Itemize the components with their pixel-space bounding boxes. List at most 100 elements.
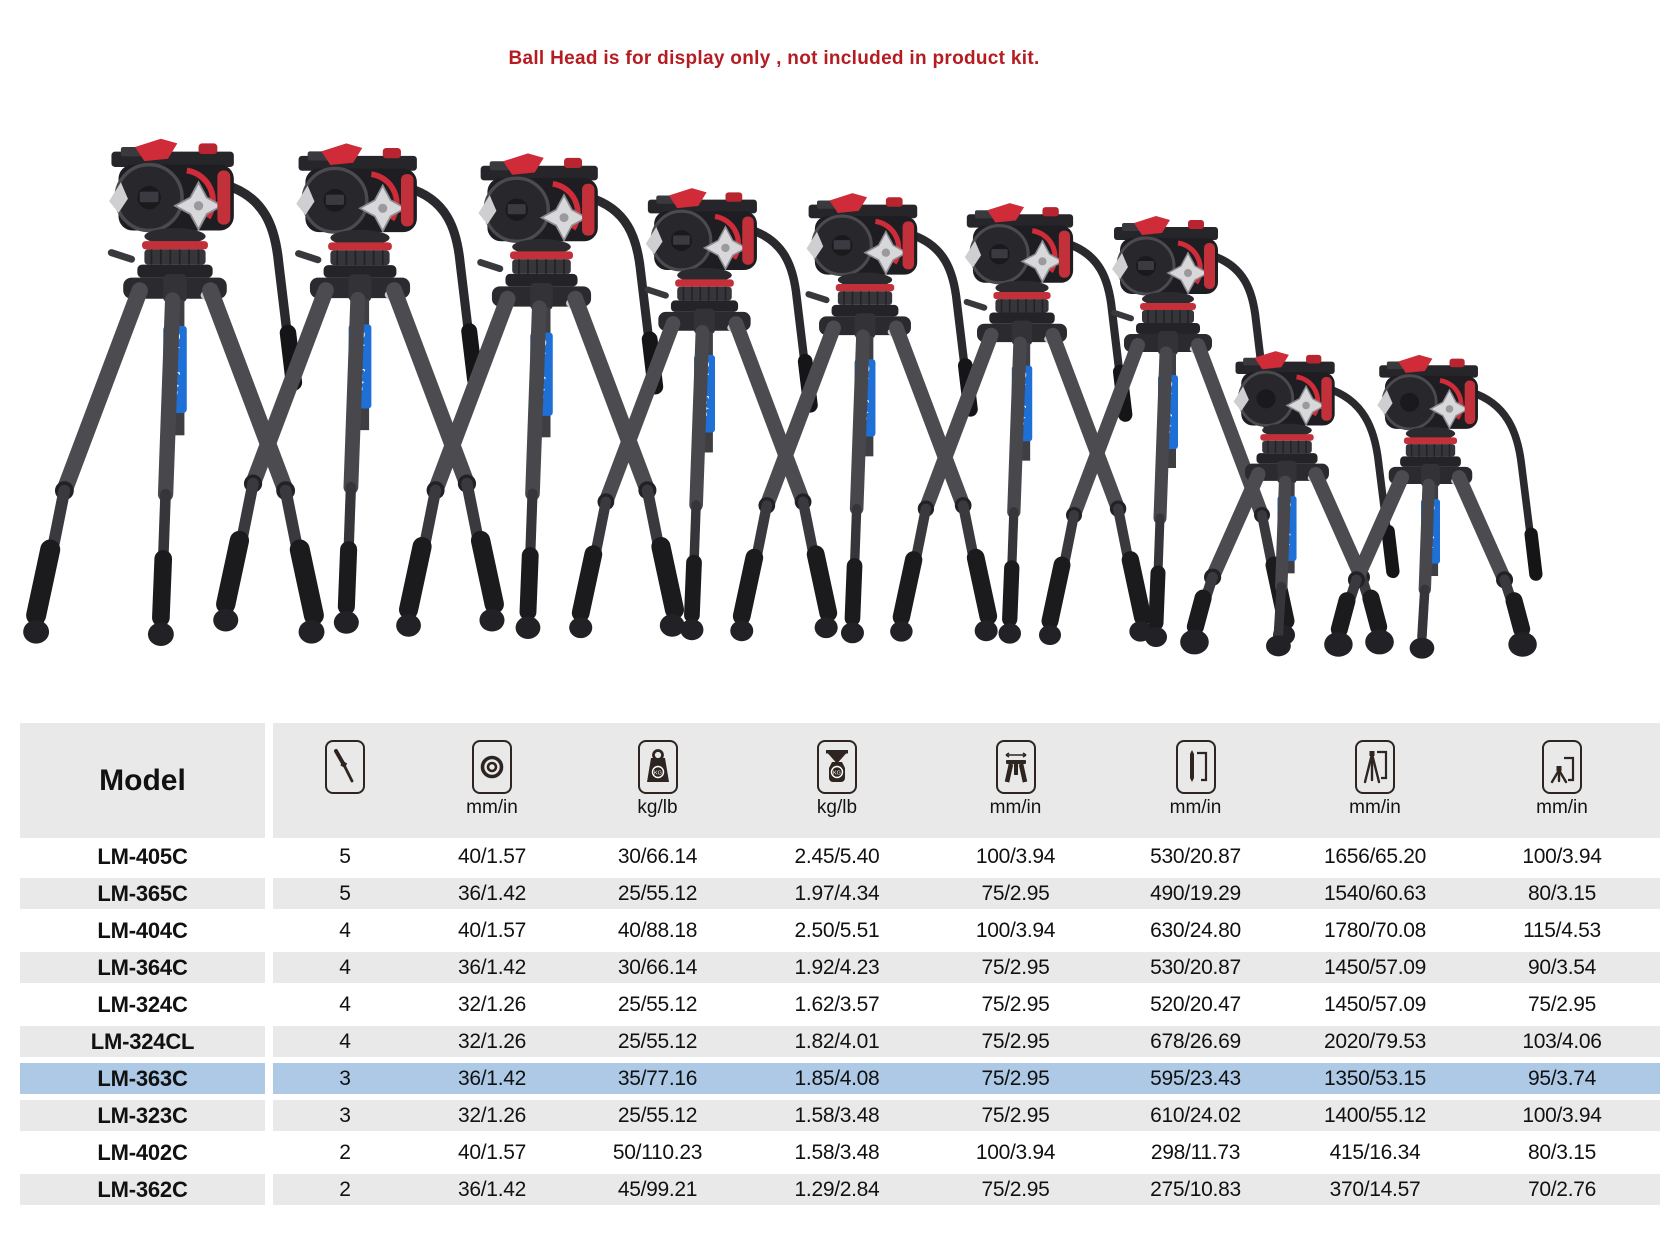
col-max-load: KG kg/lb: [567, 723, 748, 838]
cell-weight: 1.82/4.01: [794, 1030, 880, 1053]
cell-max-height: 370/14.57: [1329, 1178, 1421, 1201]
cell-max-height: 1450/57.09: [1323, 956, 1427, 979]
cell-max-height: 1400/55.12: [1323, 1104, 1427, 1127]
cell-min-height: 90/3.54: [1528, 956, 1596, 979]
cell-max-height: 1450/57.09: [1323, 993, 1427, 1016]
model-cell: LM-364C: [20, 952, 265, 983]
cell-min-height: 80/3.15: [1528, 882, 1596, 905]
cell-max-tube-diameter: 36/1.42: [458, 956, 526, 979]
cell-max-tube-diameter: 32/1.26: [458, 993, 526, 1016]
cell-folded-length: 490/19.29: [1150, 882, 1241, 905]
cell-leg-sections: 5: [339, 845, 351, 868]
leg-sections-icon: [325, 740, 365, 794]
col-max-tube-diameter: mm/in: [417, 723, 567, 838]
cell-leg-sections: 5: [339, 882, 351, 905]
max-height-icon: [1355, 740, 1395, 794]
cell-folded-length: 595/23.43: [1150, 1067, 1241, 1090]
cell-platform-diameter: 75/2.95: [981, 1030, 1050, 1053]
model-header-cell: Model: [20, 723, 265, 838]
cell-max-load: 25/55.12: [617, 1104, 698, 1127]
cell-folded-length: 275/10.83: [1150, 1178, 1241, 1201]
cell-min-height: 115/4.53: [1523, 919, 1601, 942]
table-row: LM-405C 5 40/1.57 30/66.14 2.45/5.40 100…: [20, 841, 1660, 872]
cell-max-tube-diameter: 40/1.57: [458, 1141, 526, 1164]
cell-max-load: 25/55.12: [617, 993, 698, 1016]
model-cell: LM-362C: [20, 1174, 265, 1205]
cell-weight: 1.97/4.34: [794, 882, 880, 905]
cell-folded-length: 610/24.02: [1150, 1104, 1241, 1127]
weight-icon: KG: [817, 740, 857, 794]
cell-leg-sections: 2: [339, 1141, 351, 1164]
cell-max-load: 35/77.16: [617, 1067, 698, 1090]
col-platform-diameter: mm/in: [926, 723, 1105, 838]
table-row: LM-324C 4 32/1.26 25/55.12 1.62/3.57 75/…: [20, 989, 1660, 1020]
col-min-height: mm/in: [1464, 723, 1660, 838]
cell-platform-diameter: 75/2.95: [981, 1104, 1050, 1127]
cell-min-height: 95/3.74: [1528, 1067, 1596, 1090]
cell-min-height: 103/4.06: [1522, 1030, 1602, 1053]
cell-max-height: 1780/70.08: [1323, 919, 1427, 942]
cell-weight: 1.92/4.23: [794, 956, 880, 979]
cell-leg-sections: 3: [339, 1067, 351, 1090]
tripod-photo-lm365c: [213, 143, 504, 633]
cell-max-tube-diameter: 36/1.42: [458, 1067, 526, 1090]
model-cell: LM-365C: [20, 878, 265, 909]
cell-platform-diameter: 75/2.95: [981, 1178, 1050, 1201]
table-header: Model mm/in KG: [20, 723, 1660, 838]
cell-leg-sections: 4: [339, 993, 351, 1016]
cell-leg-sections: 3: [339, 1104, 351, 1127]
col-weight: KG kg/lb: [748, 723, 926, 838]
table-row: LM-324CL 4 32/1.26 25/55.12 1.82/4.01 75…: [20, 1026, 1660, 1057]
model-cell: LM-402C: [97, 1139, 188, 1165]
cell-weight: 1.58/3.48: [794, 1104, 880, 1127]
svg-text:KG: KG: [833, 771, 841, 777]
folded-length-icon: [1175, 740, 1216, 794]
cell-min-height: 75/2.95: [1528, 993, 1596, 1016]
table-row: LM-404C 4 40/1.57 40/88.18 2.50/5.51 100…: [20, 915, 1660, 946]
table-row: LM-362C 2 36/1.42 45/99.21 1.29/2.84 75/…: [20, 1174, 1660, 1205]
svg-text:KG: KG: [654, 771, 662, 777]
spec-table: Model mm/in KG: [20, 723, 1660, 1211]
cell-platform-diameter: 75/2.95: [981, 1067, 1050, 1090]
cell-max-height: 415/16.34: [1329, 1141, 1421, 1164]
model-cell: LM-323C: [20, 1100, 265, 1131]
load-capacity-icon: KG: [637, 740, 678, 794]
cell-leg-sections: 2: [339, 1178, 351, 1201]
ball-head-notice: Ball Head is for display only , not incl…: [508, 48, 1040, 69]
cell-weight: 1.58/3.48: [794, 1141, 880, 1164]
cell-max-load: 45/99.21: [617, 1178, 698, 1201]
cell-min-height: 80/3.15: [1528, 1141, 1596, 1164]
table-row: LM-402C 2 40/1.57 50/110.23 1.58/3.48 10…: [20, 1137, 1660, 1168]
cell-max-tube-diameter: 40/1.57: [458, 919, 526, 942]
cell-max-height: 1350/53.15: [1323, 1067, 1427, 1090]
cell-max-load: 50/110.23: [612, 1141, 703, 1164]
cell-weight: 1.62/3.57: [794, 993, 880, 1016]
col-max-height: mm/in: [1286, 723, 1464, 838]
cell-max-tube-diameter: 36/1.42: [458, 1178, 526, 1201]
cell-folded-length: 530/20.87: [1150, 956, 1241, 979]
table-row: LM-365C 5 36/1.42 25/55.12 1.97/4.34 75/…: [20, 878, 1660, 909]
model-cell: LM-363C: [20, 1063, 265, 1094]
cell-min-height: 100/3.94: [1522, 1104, 1602, 1127]
model-cell: LM-324C: [97, 991, 188, 1017]
col-leg-sections: [273, 723, 417, 838]
cell-max-height: 2020/79.53: [1323, 1030, 1427, 1053]
cell-platform-diameter: 75/2.95: [981, 993, 1050, 1016]
col-folded-length: mm/in: [1105, 723, 1286, 838]
table-body: LM-405C 5 40/1.57 30/66.14 2.45/5.40 100…: [20, 838, 1660, 1205]
model-cell: LM-404C: [97, 917, 188, 943]
cell-max-load: 30/66.14: [617, 845, 698, 868]
cell-max-load: 25/55.12: [617, 882, 698, 905]
cell-folded-length: 298/11.73: [1150, 1141, 1241, 1164]
cell-max-load: 25/55.12: [617, 1030, 698, 1053]
table-row: LM-363C 3 36/1.42 35/77.16 1.85/4.08 75/…: [20, 1063, 1660, 1094]
cell-leg-sections: 4: [339, 919, 351, 942]
cell-max-tube-diameter: 36/1.42: [458, 882, 526, 905]
cell-platform-diameter: 75/2.95: [981, 956, 1050, 979]
cell-max-load: 40/88.18: [617, 919, 698, 942]
cell-weight: 1.29/2.84: [794, 1178, 880, 1201]
tripod-photo-lm323c: [1039, 216, 1295, 647]
cell-leg-sections: 4: [339, 1030, 351, 1053]
cell-folded-length: 630/24.80: [1150, 919, 1241, 942]
cell-platform-diameter: 75/2.95: [981, 882, 1050, 905]
